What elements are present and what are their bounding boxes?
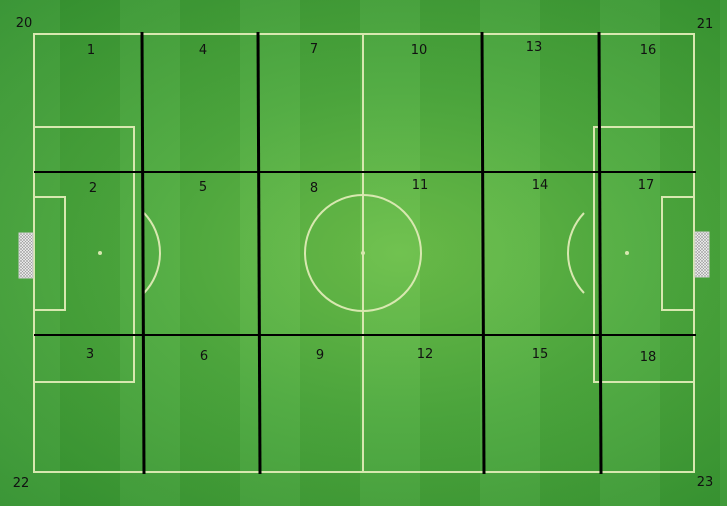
grid-line-vertical-2 (256, 31, 262, 475)
field-lines (33, 33, 695, 473)
zone-label-8: 8 (309, 181, 319, 196)
zone-label-13: 13 (525, 40, 543, 55)
right-penalty-spot (625, 251, 629, 255)
center-circle (304, 194, 422, 312)
corner-label-top-right: 21 (696, 17, 714, 32)
left-goal-area (33, 196, 66, 311)
zone-grid (34, 31, 696, 475)
zone-label-2: 2 (88, 181, 98, 196)
zone-label-15: 15 (531, 347, 549, 362)
zone-label-10: 10 (410, 43, 428, 58)
corner-label-bottom-left: 22 (12, 476, 30, 491)
center-spot (361, 251, 365, 255)
grid-line-vertical-1 (140, 31, 146, 475)
corner-label-top-left: 20 (15, 16, 33, 31)
left-penalty-spot (98, 251, 102, 255)
zone-label-12: 12 (416, 347, 434, 362)
grid-line-vertical-4 (597, 31, 603, 475)
right-penalty-area (593, 126, 695, 383)
left-goal (18, 232, 34, 279)
zone-label-9: 9 (315, 348, 325, 363)
zone-label-1: 1 (86, 43, 96, 58)
zone-label-17: 17 (637, 178, 655, 193)
zone-label-3: 3 (85, 347, 95, 362)
zone-label-6: 6 (199, 349, 209, 364)
zone-label-18: 18 (639, 350, 657, 365)
zone-label-4: 4 (198, 43, 208, 58)
right-penalty-arc (567, 212, 585, 294)
zone-label-11: 11 (411, 178, 429, 193)
left-penalty-arc (143, 212, 161, 294)
right-goal-area (661, 196, 695, 311)
left-penalty-area (33, 126, 135, 383)
zone-label-16: 16 (639, 43, 657, 58)
corner-label-bottom-right: 23 (696, 475, 714, 490)
zone-label-14: 14 (531, 178, 549, 193)
zone-label-7: 7 (309, 42, 319, 57)
grid-line-vertical-3 (480, 31, 486, 475)
zone-label-5: 5 (198, 180, 208, 195)
right-goal (694, 231, 710, 278)
